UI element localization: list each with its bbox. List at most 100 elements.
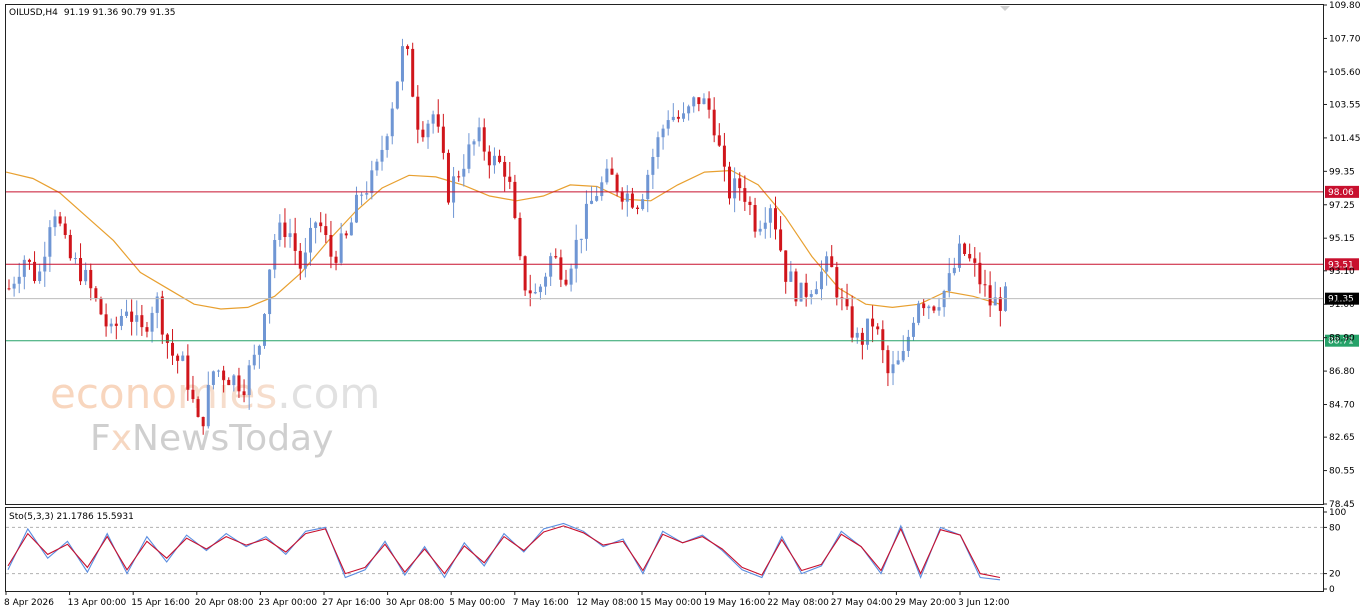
candle-body: [774, 208, 777, 230]
candle-body: [814, 289, 818, 295]
price-tick-label: 84.70: [1329, 401, 1355, 411]
candle-body: [53, 216, 57, 228]
candlestick-layer: [7, 38, 1007, 435]
candle-body: [733, 178, 737, 199]
candle-body: [636, 207, 640, 209]
candle-body: [743, 188, 747, 202]
candle-body: [109, 323, 113, 327]
candle-body: [22, 259, 26, 277]
candle-body: [242, 391, 246, 396]
candle-body: [809, 294, 813, 297]
stoch-tick-label: 0: [1329, 585, 1335, 595]
candle-body: [753, 205, 757, 232]
candle-body: [722, 145, 726, 167]
candle-body: [533, 292, 537, 294]
candle-body: [492, 155, 496, 166]
price-tick-label: 99.35: [1329, 167, 1355, 177]
candle-body: [538, 286, 542, 293]
candle-body: [549, 256, 553, 277]
candle-body: [104, 314, 108, 327]
candle-body: [789, 271, 793, 282]
candle-body: [855, 332, 859, 338]
candle-body: [339, 233, 343, 263]
level-lines-layer: 98.06 93.51 91.35 88.71: [6, 185, 1359, 347]
candle-body: [661, 128, 665, 138]
candle-body: [344, 233, 348, 236]
candle-body: [411, 48, 415, 97]
price-tick-label: 107.70: [1329, 34, 1361, 44]
candle-body: [441, 126, 445, 153]
candle-body: [211, 371, 215, 385]
candle-body: [615, 174, 619, 192]
candle-body: [840, 297, 844, 299]
candle-body: [687, 106, 691, 114]
candle-body: [130, 311, 134, 322]
candle-body: [600, 182, 604, 197]
candle-body: [303, 252, 307, 269]
candle-body: [569, 268, 573, 285]
candle-body: [850, 306, 854, 338]
candle-body: [380, 149, 384, 162]
time-axis: 8 Apr 2026 13 Apr 00:00 15 Apr 16:00 20 Apr…: [4, 591, 1010, 608]
candle-body: [222, 370, 226, 380]
candle-body: [334, 256, 338, 263]
candle-body: [288, 233, 292, 238]
candle-body: [160, 296, 164, 335]
candle-body: [349, 222, 353, 236]
candle-body: [712, 109, 716, 136]
candle-body: [472, 141, 476, 145]
candle-body: [845, 298, 849, 307]
candle-body: [217, 370, 221, 372]
candle-body: [268, 269, 272, 315]
candle-body: [983, 284, 987, 286]
candle-body: [283, 222, 287, 238]
candle-body: [135, 315, 139, 322]
candle-body: [922, 303, 926, 309]
candle-body: [768, 208, 772, 223]
candle-body: [482, 127, 486, 152]
scroll-marker-icon[interactable]: [1000, 6, 1010, 11]
candle-body: [590, 200, 594, 204]
candle-body: [804, 282, 808, 297]
watermark-line1: economies.com: [50, 369, 380, 418]
candle-body: [457, 176, 461, 178]
candle-body: [63, 223, 67, 235]
price-tick-label: 105.60: [1329, 68, 1361, 78]
stochastic-main-line: [7, 522, 1001, 581]
candle-body: [319, 222, 323, 227]
main-plot-frame: [5, 4, 1324, 505]
candle-body: [794, 271, 798, 302]
candle-body: [446, 152, 450, 203]
level-tag: [1325, 292, 1359, 305]
moving-average-layer: [5, 169, 1001, 310]
time-tick-label: 27 May 04:00: [831, 598, 893, 608]
price-tick-label: 78.45: [1329, 500, 1355, 510]
candle-body: [630, 193, 634, 208]
candle-body: [385, 136, 389, 150]
candle-body: [48, 227, 52, 257]
candle-body: [574, 239, 578, 269]
candle-body: [620, 191, 624, 202]
candle-body: [395, 81, 399, 109]
candle-body: [33, 261, 37, 281]
time-tick-label: 7 May 16:00: [513, 598, 569, 608]
candle-body: [467, 144, 471, 169]
candle-body: [717, 135, 721, 146]
candle-body: [79, 258, 83, 282]
stochastic-layer: 100 80 20 0: [6, 508, 1346, 595]
candle-body: [559, 257, 563, 280]
candle-body: [871, 318, 875, 327]
candle-body: [666, 120, 670, 129]
candle-body: [263, 314, 266, 346]
candle-body: [257, 345, 261, 355]
candle-body: [196, 399, 200, 417]
time-tick-label: 23 Apr 00:00: [258, 598, 317, 608]
candle-body: [477, 127, 481, 142]
candle-body: [881, 329, 885, 351]
candle-body: [114, 323, 118, 326]
candle-body: [937, 307, 941, 311]
candle-body: [150, 312, 154, 332]
candle-body: [896, 360, 900, 365]
candle-body: [860, 332, 864, 345]
